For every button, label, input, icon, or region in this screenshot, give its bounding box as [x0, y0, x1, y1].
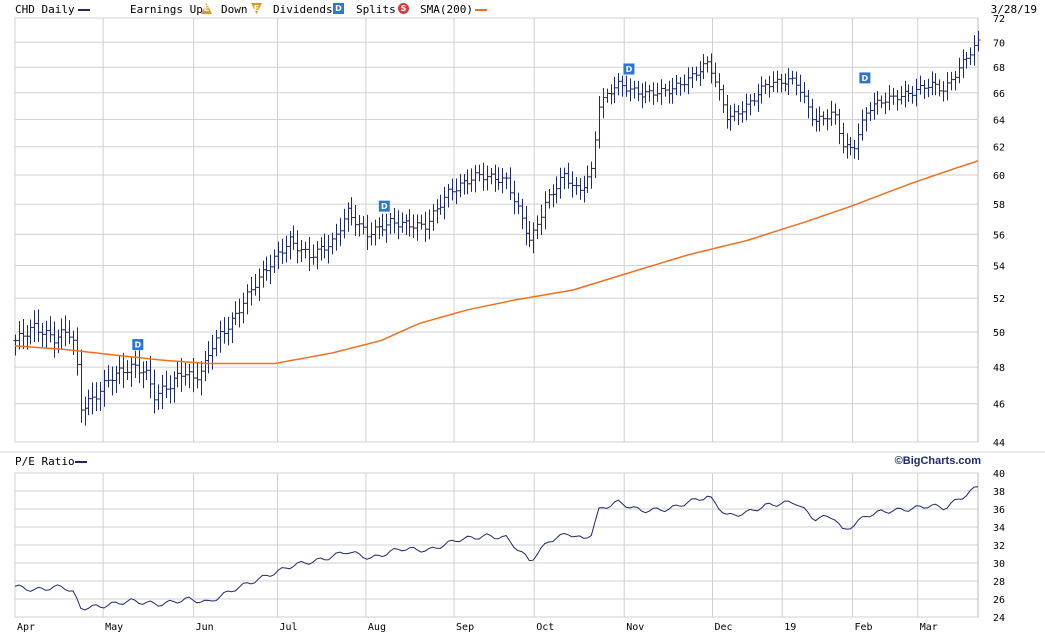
- pe-y-tick-label: 30: [993, 559, 1005, 570]
- price-y-tick-label: 44: [993, 438, 1005, 449]
- dividend-marker-label: D: [626, 65, 633, 74]
- dividend-badge-icon: D: [333, 3, 344, 14]
- dividend-marker-label: D: [381, 202, 388, 211]
- price-y-tick-label: 46: [993, 400, 1005, 411]
- pe-y-tick-label: 36: [993, 505, 1005, 516]
- x-tick-label: 19: [784, 622, 796, 633]
- x-tick-label: Jun: [196, 622, 214, 633]
- dividend-marker-icon: [132, 339, 144, 351]
- sma-200-line: [14, 159, 979, 365]
- dividend-marker-icon: [623, 63, 635, 75]
- earnings-up-label: Earnings Up: [130, 3, 203, 16]
- dividend-marker-label: D: [862, 74, 869, 83]
- x-tick-label: Dec: [715, 622, 733, 633]
- pe-y-tick-label: 26: [993, 595, 1005, 606]
- price-y-tick-label: 66: [993, 89, 1005, 100]
- x-tick-label: Sep: [456, 622, 474, 633]
- pe-y-tick-label: 40: [993, 469, 1005, 480]
- price-y-tick-label: 70: [993, 38, 1005, 49]
- dividend-marker-icon: [378, 200, 390, 212]
- price-y-tick-label: 62: [993, 143, 1005, 154]
- x-tick-label: May: [105, 622, 123, 633]
- price-swatch-icon: [78, 9, 90, 11]
- price-y-tick-label: 68: [993, 63, 1005, 74]
- dividend-marker-label: D: [134, 341, 141, 350]
- earnings-down-triangle-icon: E: [251, 3, 262, 14]
- price-plot-frame: [14, 17, 979, 443]
- pe-y-tick-label: 34: [993, 523, 1005, 534]
- dividends-label: Dividends: [273, 3, 333, 16]
- price-y-tick-label: 48: [993, 363, 1005, 374]
- price-y-tick-label: 52: [993, 294, 1005, 305]
- pe-y-tick-label: 24: [993, 613, 1005, 624]
- x-tick-label: Nov: [626, 622, 644, 633]
- chart-date: 3/28/19: [990, 3, 1037, 16]
- x-tick-label: Oct: [536, 622, 554, 633]
- price-y-tick-label: 60: [993, 171, 1005, 182]
- x-tick-label: Aug: [368, 622, 386, 633]
- price-y-tick-label: 64: [993, 115, 1005, 126]
- price-y-tick-label: 58: [993, 200, 1005, 211]
- x-tick-label: Mar: [920, 622, 938, 633]
- x-tick-label: Jul: [280, 622, 298, 633]
- splits-label: Splits: [356, 3, 396, 16]
- dividend-marker-icon: [859, 72, 871, 84]
- pe-y-tick-label: 28: [993, 577, 1005, 588]
- price-y-tick-label: 54: [993, 262, 1005, 273]
- x-tick-label: Apr: [17, 622, 35, 633]
- price-y-tick-label: 50: [993, 328, 1005, 339]
- earnings-up-triangle-icon: E: [201, 3, 212, 14]
- pe-ratio-line: [14, 486, 979, 611]
- symbol-label: CHD Daily: [15, 3, 75, 16]
- bigcharts-brand: ©BigCharts.com: [894, 455, 981, 467]
- sma-label: SMA(200): [420, 3, 473, 16]
- pe-ratio-label: P/E Ratio: [15, 455, 75, 468]
- chart-legend: CHD Daily Earnings Up E Down E Dividends…: [0, 0, 1045, 18]
- pe-y-tick-label: 32: [993, 541, 1005, 552]
- sma-swatch-icon: [475, 9, 487, 11]
- earnings-down-label: Down: [221, 3, 248, 16]
- split-badge-icon: S: [398, 3, 409, 14]
- pe-swatch-icon: [75, 461, 87, 463]
- x-tick-label: Feb: [855, 622, 873, 633]
- pe-y-tick-label: 38: [993, 487, 1005, 498]
- price-y-tick-label: 72: [993, 14, 1005, 25]
- price-y-tick-label: 56: [993, 230, 1005, 241]
